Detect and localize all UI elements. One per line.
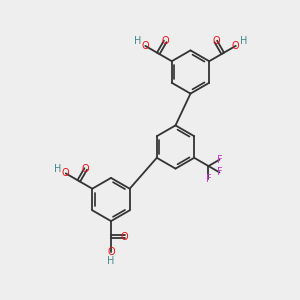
- Text: O: O: [107, 247, 115, 257]
- Text: O: O: [82, 164, 89, 174]
- Text: F: F: [217, 167, 222, 177]
- Text: H: H: [134, 36, 141, 46]
- Text: H: H: [54, 164, 62, 174]
- Text: O: O: [62, 168, 70, 178]
- Text: H: H: [107, 256, 115, 266]
- Text: F: F: [217, 155, 222, 165]
- Text: O: O: [212, 36, 220, 46]
- Text: O: O: [232, 41, 239, 51]
- Text: F: F: [206, 174, 211, 184]
- Text: O: O: [142, 41, 149, 51]
- Text: H: H: [240, 36, 247, 46]
- Text: O: O: [161, 36, 169, 46]
- Text: O: O: [121, 232, 129, 242]
